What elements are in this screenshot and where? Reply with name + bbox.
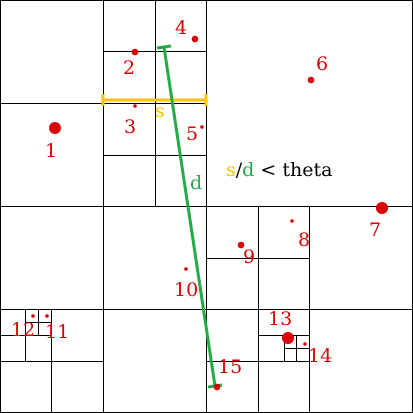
point-label-6: 6 bbox=[316, 53, 328, 75]
point-2 bbox=[131, 48, 139, 56]
point-label-14: 14 bbox=[308, 345, 332, 367]
point-label-7: 7 bbox=[369, 219, 381, 241]
criterion-slash: / bbox=[236, 159, 243, 181]
point-label-12: 12 bbox=[11, 319, 35, 341]
point-11 bbox=[45, 314, 49, 318]
point-14 bbox=[303, 342, 307, 346]
d-line bbox=[162, 46, 217, 387]
point-6 bbox=[307, 76, 315, 84]
points-layer bbox=[31, 35, 388, 391]
point-9 bbox=[237, 241, 245, 249]
point-8 bbox=[290, 219, 294, 223]
s-segment bbox=[101, 94, 208, 106]
d-segment bbox=[156, 44, 223, 389]
point-5 bbox=[200, 125, 204, 129]
point-label-11: 11 bbox=[45, 321, 69, 343]
point-1 bbox=[49, 122, 61, 134]
point-10 bbox=[184, 267, 188, 271]
s-label: s bbox=[155, 100, 165, 122]
d-label: d bbox=[190, 172, 202, 194]
point-label-10: 10 bbox=[174, 279, 198, 301]
point-12 bbox=[31, 314, 35, 318]
d-tick-top bbox=[156, 44, 172, 50]
criterion-s: s bbox=[226, 159, 236, 181]
point-label-9: 9 bbox=[243, 246, 255, 268]
criterion-rest: < theta bbox=[254, 159, 332, 181]
point-label-1: 1 bbox=[45, 140, 57, 162]
criterion-d: d bbox=[242, 159, 254, 181]
point-7 bbox=[376, 202, 388, 214]
point-13 bbox=[282, 332, 294, 344]
point-label-8: 8 bbox=[298, 229, 310, 251]
point-label-15: 15 bbox=[218, 356, 242, 378]
criterion-text: s/d < theta bbox=[226, 159, 332, 181]
point-4 bbox=[191, 35, 199, 43]
point-label-4: 4 bbox=[175, 17, 187, 39]
point-label-3: 3 bbox=[124, 116, 136, 138]
point-15 bbox=[213, 383, 221, 391]
point-3 bbox=[133, 104, 137, 108]
point-label-5: 5 bbox=[186, 123, 198, 145]
point-label-13: 13 bbox=[268, 308, 292, 330]
point-label-2: 2 bbox=[123, 57, 135, 79]
